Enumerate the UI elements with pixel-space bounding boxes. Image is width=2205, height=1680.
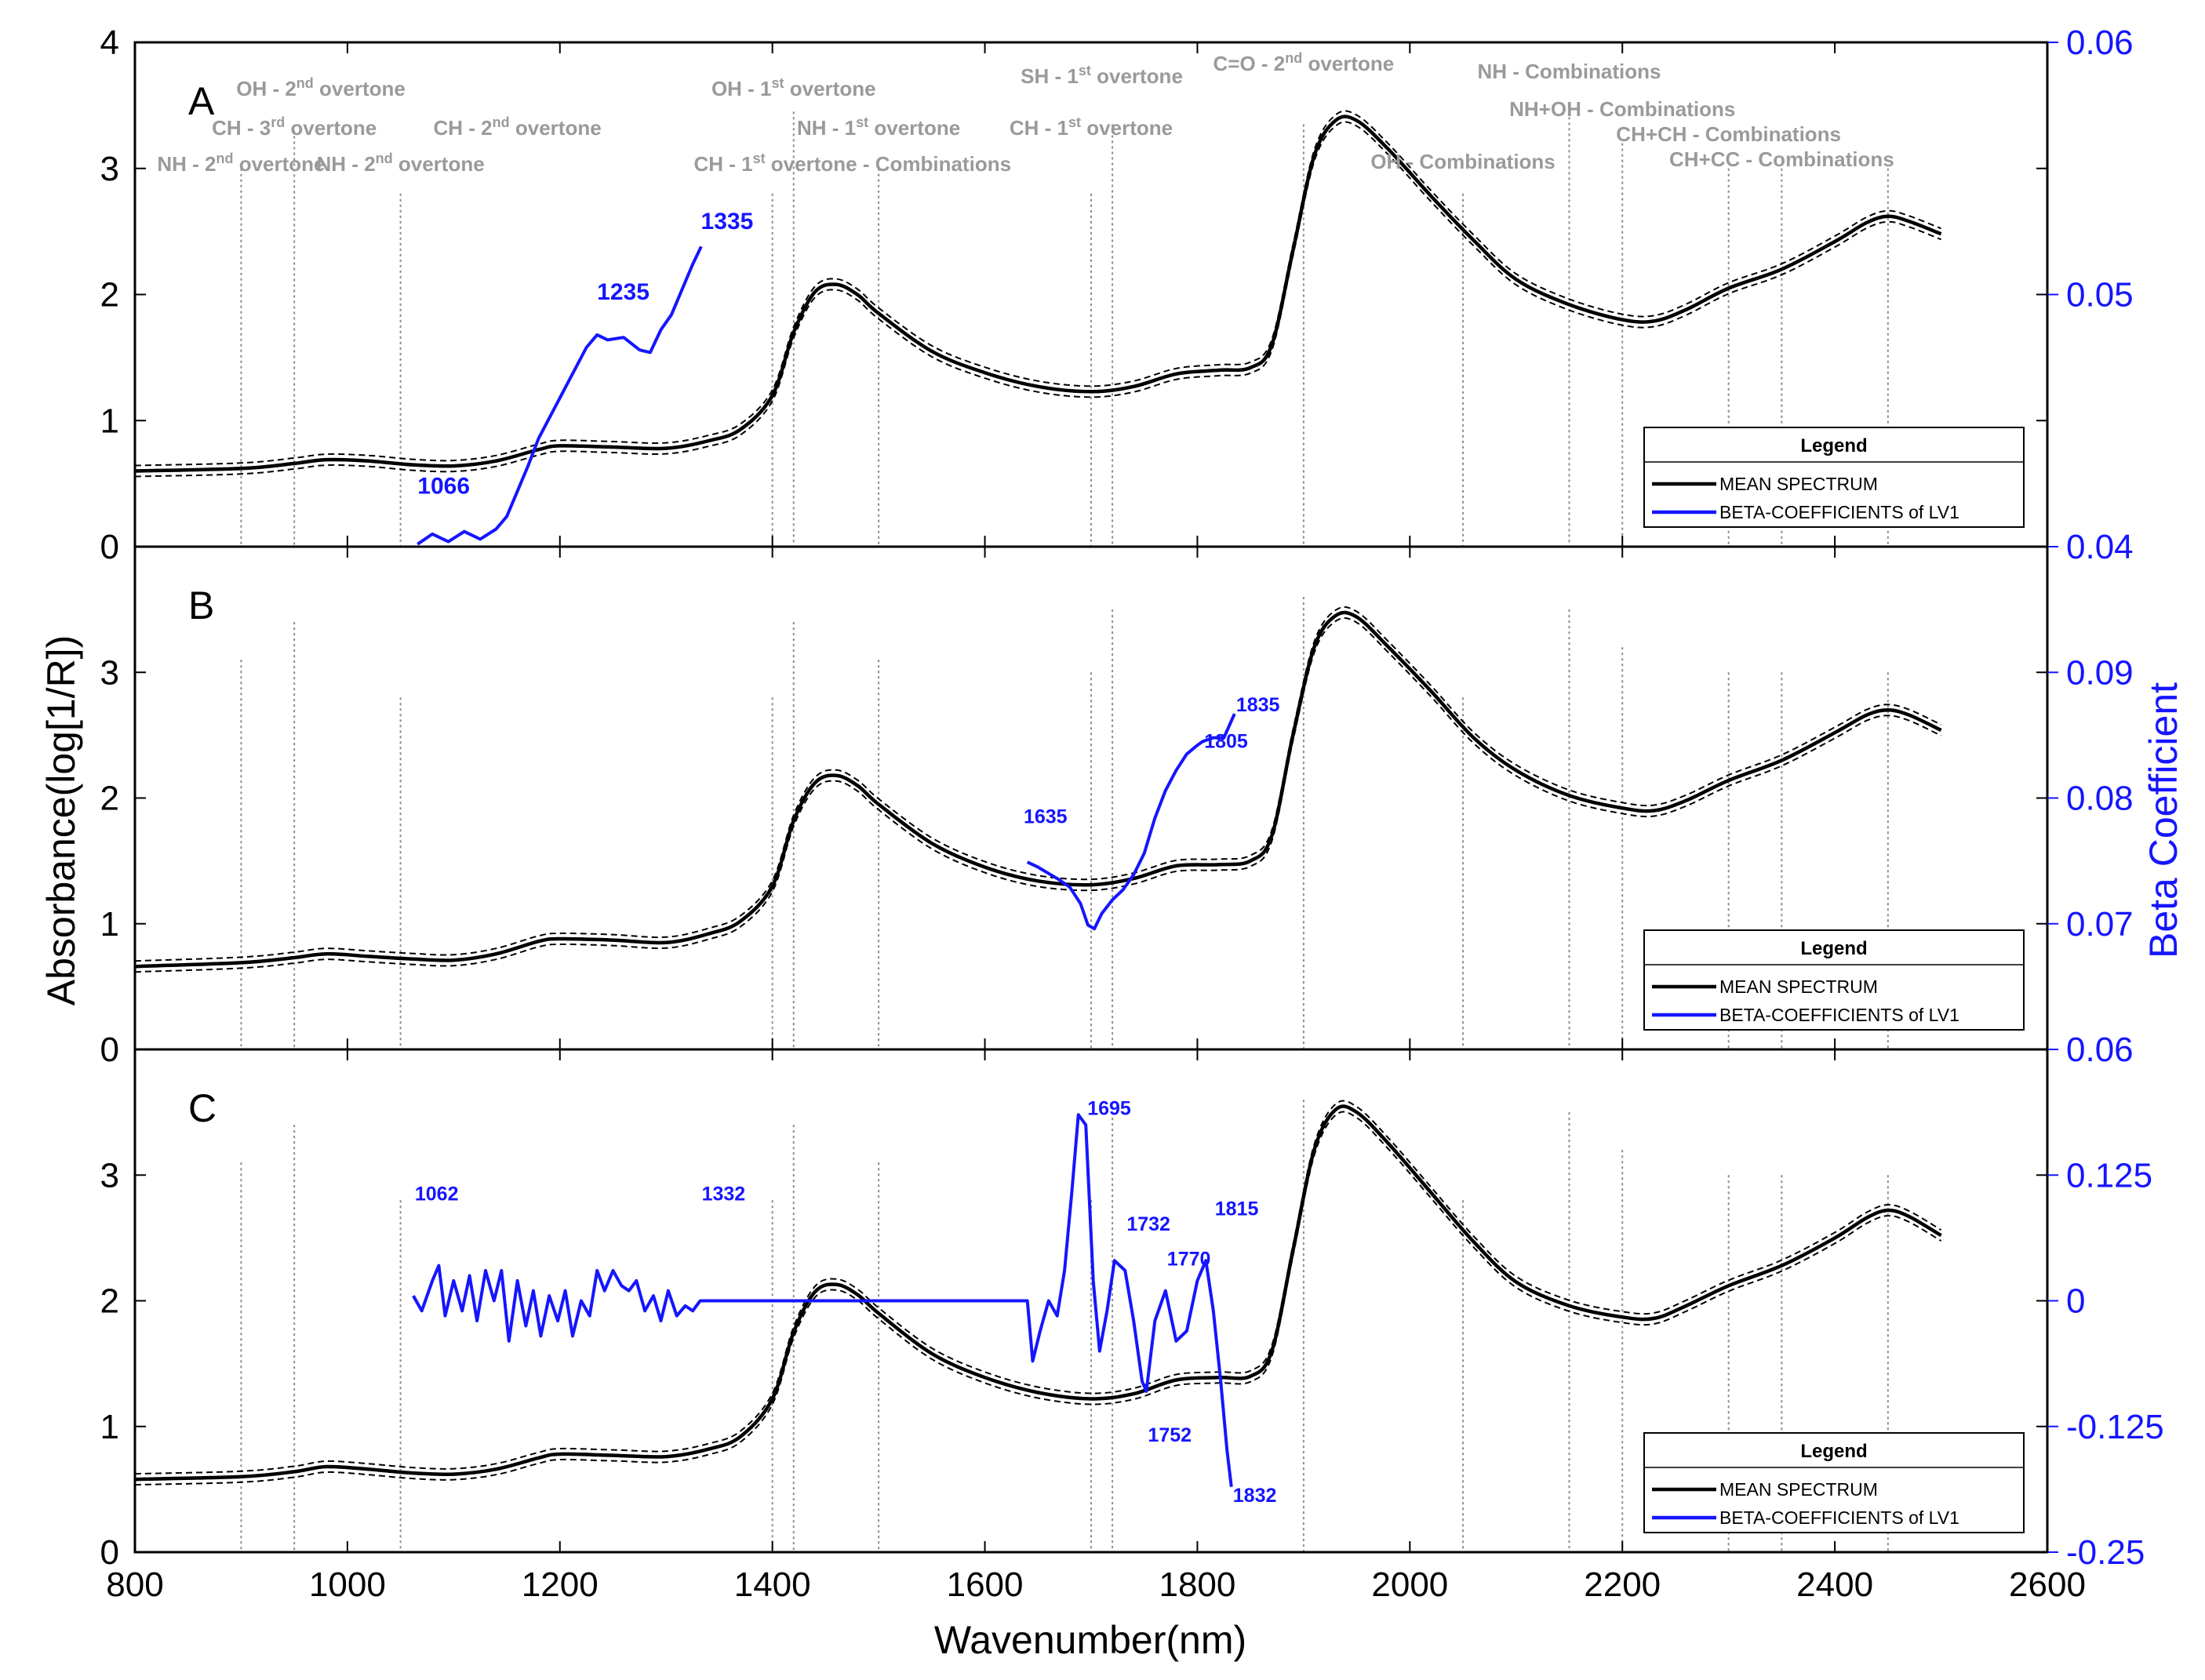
- legend-title: Legend: [1800, 938, 1867, 959]
- assignment-label: CH+CH - Combinations: [1616, 122, 1841, 146]
- assignment-label: OH - 1st overtone: [711, 75, 876, 100]
- x-tick-label: 1200: [522, 1565, 599, 1604]
- text-layer: 0 1 2 3 4 0.04 0.05 0.06 A 1066 1235 1335 NH - 2nd o…: [100, 24, 2164, 1604]
- assignment-label: NH+OH - Combinations: [1509, 97, 1735, 121]
- panel-letter: C: [188, 1086, 216, 1130]
- y-tick-label: 2: [100, 780, 119, 818]
- y-tick-label: 0: [100, 528, 119, 566]
- legend-title: Legend: [1800, 1441, 1867, 1462]
- beta-peak-label: 1752: [1148, 1424, 1192, 1446]
- x-tick-label: 1000: [309, 1565, 386, 1604]
- x-tick-label: 1400: [734, 1565, 811, 1604]
- beta-peak-label: 1832: [1233, 1485, 1277, 1507]
- y-tick-label: 3: [100, 1156, 119, 1195]
- assignment-label: OH - Combinations: [1370, 150, 1555, 173]
- beta-peak-label: 1062: [415, 1183, 459, 1205]
- legend-item-label: MEAN SPECTRUM: [1719, 976, 1878, 997]
- assignment-label: OH - 2nd overtone: [236, 75, 406, 100]
- x-tick-label: 2400: [1796, 1565, 1873, 1604]
- y2-tick-label: 0.04: [2066, 528, 2134, 566]
- assignment-label: CH - 2nd overtone: [434, 115, 602, 140]
- y-axis-label: Absorbance(log[1/R]): [39, 635, 83, 1005]
- x-tick-label: 2000: [1371, 1565, 1448, 1604]
- y2-tick-label: -0.25: [2066, 1533, 2145, 1572]
- beta-peak-label: 1732: [1126, 1213, 1170, 1235]
- mean-spectrum-lower-bound: [134, 1111, 1942, 1486]
- y2-tick-label: 0.125: [2066, 1156, 2152, 1195]
- beta-peak-label: 1770: [1167, 1249, 1211, 1271]
- beta-peak-label: 1066: [417, 473, 470, 499]
- y2-tick-label: 0.06: [2066, 1031, 2134, 1069]
- assignment-label: NH - 1st overtone: [797, 115, 960, 140]
- y-tick-label: 2: [100, 276, 119, 315]
- y-tick-label: 3: [100, 653, 119, 692]
- assignment-label: CH - 1st overtone - Combinations: [693, 151, 1011, 176]
- beta-peak-label: 1235: [597, 279, 649, 305]
- y2-tick-label: 0.07: [2066, 905, 2134, 944]
- y2-tick-label: 0.05: [2066, 276, 2134, 315]
- x-tick-label: 1600: [947, 1565, 1024, 1604]
- beta-peak-label: 1332: [702, 1183, 746, 1205]
- legend-item-label: MEAN SPECTRUM: [1719, 474, 1878, 494]
- x-tick-label: 2200: [1584, 1565, 1661, 1604]
- assignment-label: CH - 3rd overtone: [212, 115, 377, 140]
- y-tick-label: 3: [100, 150, 119, 188]
- y2-tick-label: -0.125: [2066, 1408, 2164, 1446]
- beta-peak-label: 1695: [1087, 1097, 1131, 1119]
- panel-letter: B: [188, 584, 214, 627]
- beta-peak-label: 1635: [1024, 806, 1068, 828]
- beta-coefficient-line: [417, 245, 703, 546]
- legend-item-label: BETA-COEFFICIENTS of LV1: [1719, 1005, 1959, 1025]
- x-tick-label: 2600: [2009, 1565, 2086, 1604]
- mean-spectrum-lower-bound: [134, 617, 1942, 973]
- y-tick-label: 1: [100, 1408, 119, 1446]
- panel-letter: A: [188, 79, 215, 123]
- legend-item-label: BETA-COEFFICIENTS of LV1: [1719, 502, 1959, 522]
- assignment-label: NH - 2nd overtone: [317, 151, 485, 176]
- beta-coefficient-line: [412, 1113, 1233, 1487]
- x-axis-label: Wavenumber(nm): [934, 1618, 1246, 1662]
- y2-axis-label: Beta Coefficient: [2141, 682, 2185, 958]
- legend-item-label: MEAN SPECTRUM: [1719, 1479, 1878, 1500]
- axes-layer: [133, 41, 2058, 1554]
- assignment-label: CH - 1st overtone: [1010, 115, 1173, 140]
- y-tick-label: 2: [100, 1282, 119, 1321]
- assignment-label: NH - Combinations: [1478, 60, 1661, 83]
- y-tick-label: 0: [100, 1533, 119, 1572]
- y-tick-label: 1: [100, 905, 119, 944]
- y2-tick-label: 0: [2066, 1282, 2085, 1321]
- mean-spectrum-line: [134, 610, 1942, 969]
- assignment-label: SH - 1st overtone: [1021, 63, 1183, 88]
- x-tick-label: 800: [106, 1565, 163, 1604]
- beta-peak-label: 1835: [1236, 694, 1280, 716]
- assignment-label: CH+CC - Combinations: [1669, 147, 1894, 171]
- beta-peak-label: 1335: [701, 209, 754, 235]
- legend-title: Legend: [1800, 435, 1867, 456]
- legend-item-label: BETA-COEFFICIENTS of LV1: [1719, 1507, 1959, 1528]
- mean-spectrum-upper-bound: [134, 606, 1942, 962]
- y2-tick-label: 0.08: [2066, 780, 2134, 818]
- x-tick-label: 1800: [1159, 1565, 1235, 1604]
- data-layer: [134, 110, 1942, 1487]
- beta-coefficient-line: [1026, 713, 1236, 931]
- mean-spectrum-lower-bound: [134, 121, 1941, 478]
- mean-spectrum-line: [134, 1104, 1942, 1482]
- y2-tick-label: 0.06: [2066, 24, 2134, 62]
- assignment-label: C=O - 2nd overtone: [1213, 50, 1394, 75]
- y-tick-label: 0: [100, 1031, 119, 1069]
- assignment-label: NH - 2nd overtone: [157, 151, 325, 176]
- beta-peak-label: 1805: [1204, 730, 1248, 752]
- mean-spectrum-upper-bound: [134, 1100, 1942, 1475]
- y-tick-label: 4: [100, 24, 119, 62]
- y-tick-label: 1: [100, 402, 119, 440]
- y2-tick-label: 0.09: [2066, 653, 2134, 692]
- beta-peak-label: 1815: [1215, 1198, 1259, 1220]
